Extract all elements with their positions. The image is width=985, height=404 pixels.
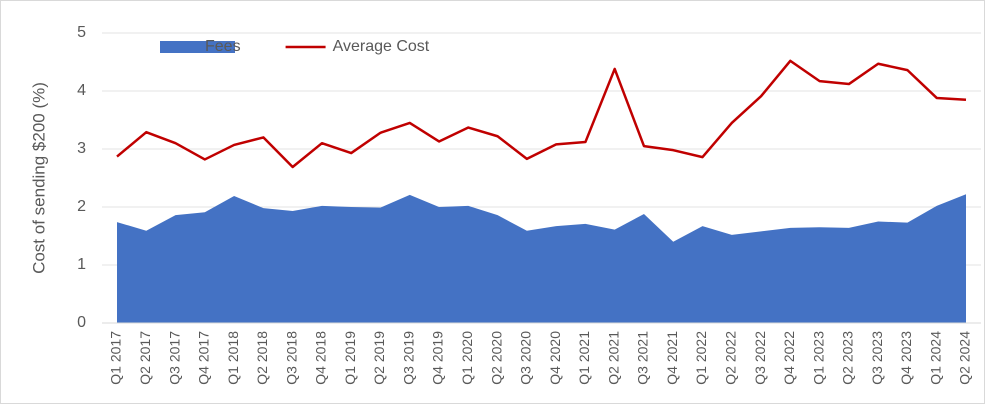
area <box>117 194 966 323</box>
x-tick-label: Q2 2021 <box>605 331 621 385</box>
legend-label: Fees <box>205 38 241 55</box>
x-tick-label: Q2 2020 <box>488 331 504 385</box>
x-tick-label: Q2 2023 <box>840 331 856 385</box>
x-tick-label: Q1 2018 <box>225 331 241 385</box>
legend-swatch <box>160 41 235 53</box>
x-tick-label: Q2 2022 <box>722 331 738 385</box>
x-tick-label: Q3 2019 <box>400 331 416 385</box>
x-tick-label: Q4 2019 <box>430 331 446 385</box>
x-tick-label: Q3 2020 <box>518 331 534 385</box>
x-tick-label: Q3 2023 <box>869 331 885 385</box>
y-tick-label: 3 <box>77 140 86 157</box>
x-tick-label: Q1 2023 <box>810 331 826 385</box>
y-tick-label: 0 <box>77 314 86 331</box>
x-tick-label: Q4 2022 <box>781 331 797 385</box>
x-tick-label: Q1 2019 <box>342 331 358 385</box>
x-tick-label: Q4 2018 <box>313 331 329 385</box>
y-tick-label: 4 <box>77 82 86 99</box>
x-tick-label: Q3 2022 <box>752 331 768 385</box>
x-tick-label: Q3 2018 <box>283 331 299 385</box>
x-tick-label: Q4 2021 <box>664 331 680 385</box>
x-tick-label: Q2 2019 <box>371 331 387 385</box>
y-tick-label: 5 <box>77 24 86 41</box>
x-tick-label: Q2 2018 <box>254 331 270 385</box>
x-tick-label: Q2 2024 <box>957 331 973 385</box>
y-axis-label: Cost of sending $200 (%) <box>29 82 48 274</box>
x-tick-label: Q1 2022 <box>693 331 709 385</box>
x-tick-label: Q4 2023 <box>898 331 914 385</box>
x-tick-label: Q1 2020 <box>459 331 475 385</box>
x-tick-label: Q1 2017 <box>108 331 124 385</box>
y-tick-label: 1 <box>77 256 86 273</box>
x-tick-label: Q2 2017 <box>137 331 153 385</box>
x-tick-label: Q4 2020 <box>547 331 563 385</box>
y-tick-label: 2 <box>77 198 86 215</box>
x-tick-label: Q3 2017 <box>166 331 182 385</box>
line <box>116 59 967 169</box>
x-tick-label: Q4 2017 <box>196 331 212 385</box>
x-tick-label: Q1 2021 <box>576 331 592 385</box>
x-tick-label: Q3 2021 <box>635 331 651 385</box>
x-tick-label: Q1 2024 <box>927 331 943 385</box>
legend-label: Average Cost <box>333 38 430 55</box>
